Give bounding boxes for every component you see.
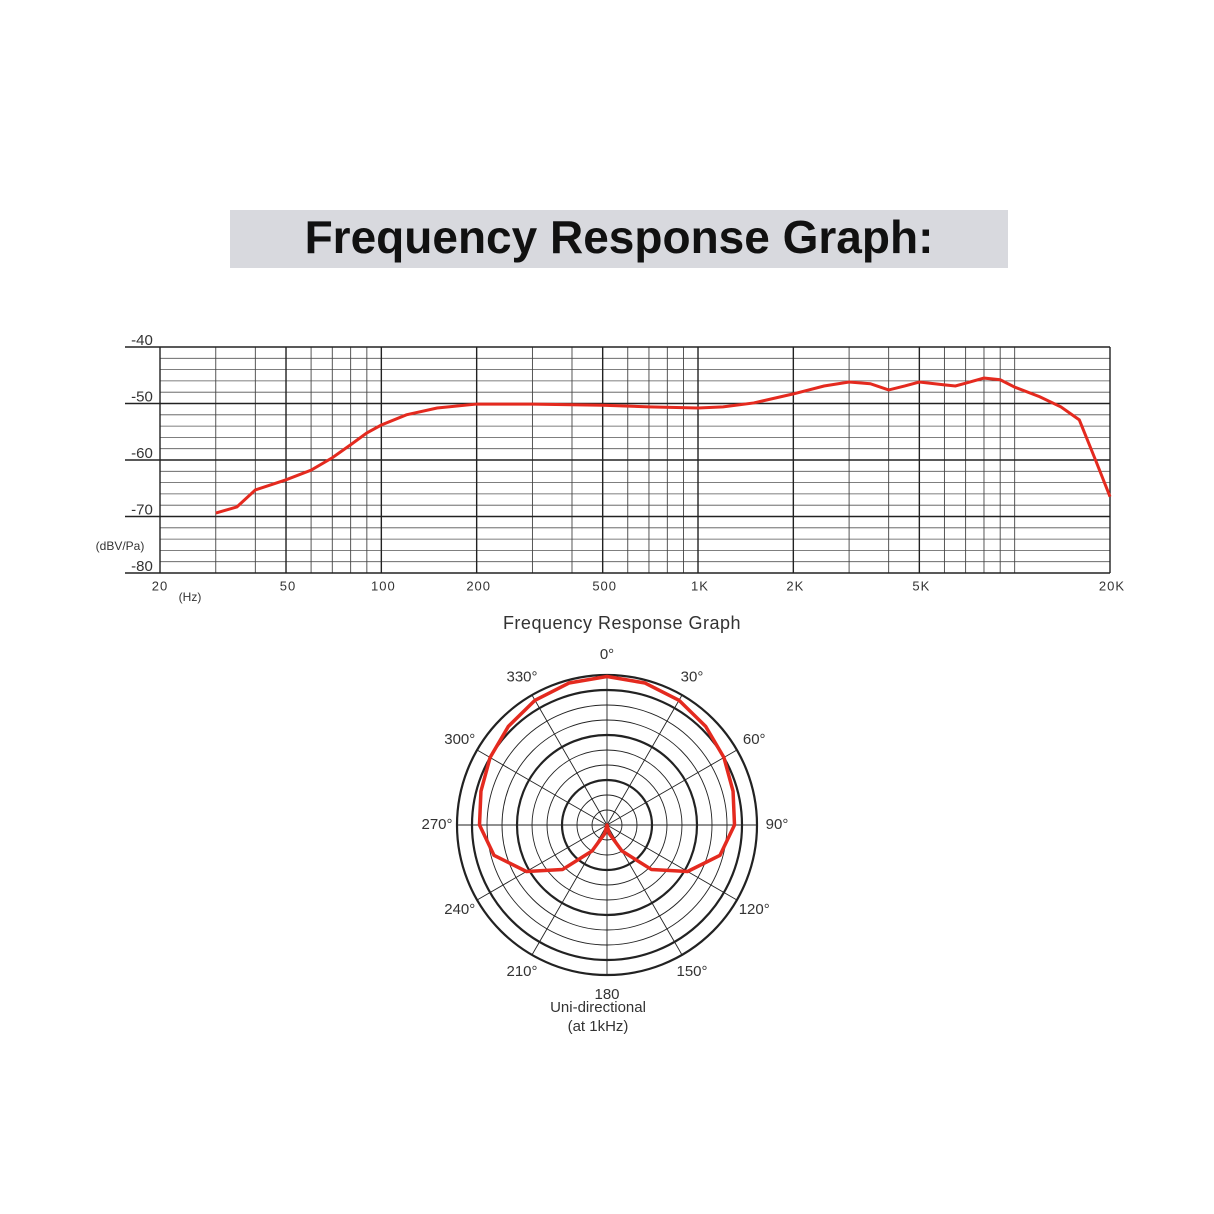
grid-spoke xyxy=(606,749,738,826)
y-tick-label: -70 xyxy=(131,501,153,518)
x-tick-label: 100 xyxy=(371,578,396,593)
angle-label: 150° xyxy=(676,963,707,980)
angle-label: 60° xyxy=(743,731,766,748)
angle-label: 330° xyxy=(506,669,537,686)
x-tick-label: 20 xyxy=(152,578,168,593)
angle-label: 30° xyxy=(681,669,704,686)
angle-label: 210° xyxy=(506,963,537,980)
grid-spoke xyxy=(531,694,608,826)
angle-label: 0° xyxy=(600,646,614,663)
y-tick-label: -50 xyxy=(131,388,153,405)
angle-label: 120° xyxy=(739,901,770,918)
x-tick-label: 20K xyxy=(1099,578,1125,593)
page-title: Frequency Response Graph: xyxy=(305,211,934,263)
title-bg xyxy=(230,210,1008,268)
angle-label: 270° xyxy=(421,816,452,833)
x-axis-label: (Hz) xyxy=(179,590,202,604)
polar-pattern xyxy=(477,674,737,874)
y-tick-label: -60 xyxy=(131,445,153,462)
chart-caption: Frequency Response Graph xyxy=(503,613,741,633)
angle-label: 180 xyxy=(594,986,619,1003)
angle-label: 240° xyxy=(444,901,475,918)
x-tick-label: 500 xyxy=(592,578,617,593)
angle-label: 300° xyxy=(444,731,475,748)
x-tick-label: 2K xyxy=(786,578,804,593)
grid-spoke xyxy=(476,824,608,901)
x-tick-label: 1K xyxy=(691,578,709,593)
grid-spoke xyxy=(476,749,608,826)
x-tick-label: 50 xyxy=(280,578,296,593)
polar-caption: (at 1kHz) xyxy=(568,1018,629,1035)
angle-label: 90° xyxy=(766,816,789,833)
x-tick-label: 200 xyxy=(466,578,491,593)
grid-spoke xyxy=(606,694,683,826)
y-axis-label: (dBV/Pa) xyxy=(96,539,145,553)
grid-spoke xyxy=(606,824,738,901)
line xyxy=(215,376,1112,515)
y-tick-label: -40 xyxy=(131,332,153,349)
x-tick-label: 5K xyxy=(912,578,930,593)
polar-caption: Uni-directional xyxy=(550,999,646,1016)
y-tick-label: -80 xyxy=(131,558,153,575)
